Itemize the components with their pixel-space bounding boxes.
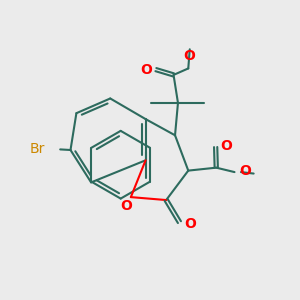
Text: O: O [183,49,195,63]
Text: O: O [121,200,132,214]
Text: Br: Br [30,142,46,155]
Text: O: O [185,218,197,232]
Text: O: O [220,139,232,153]
Text: O: O [239,164,251,178]
Text: O: O [140,63,152,76]
